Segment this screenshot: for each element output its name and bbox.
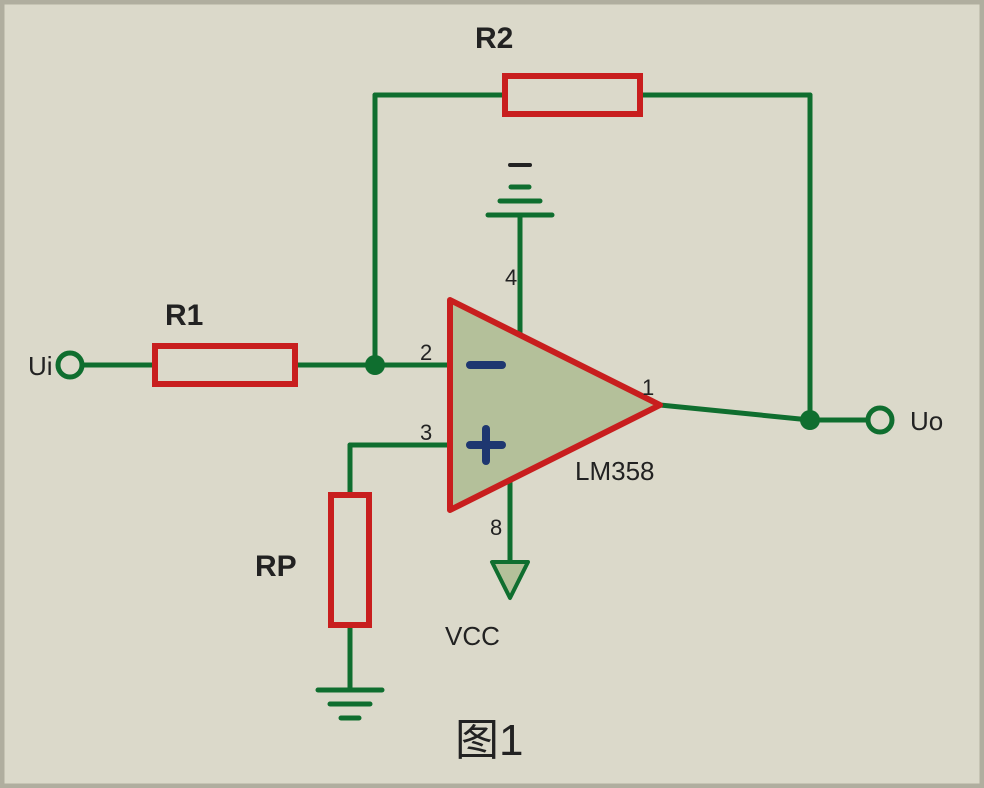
- label-caption: 图1: [455, 716, 523, 765]
- label-vcc: VCC: [445, 621, 500, 651]
- label-ui: Ui: [28, 351, 53, 381]
- circuit-diagram: Ui Uo R1 R2 RP LM358 VCC 1 2 3 4 8 图1: [0, 0, 984, 788]
- label-r1: R1: [165, 299, 203, 332]
- label-lm358: LM358: [575, 456, 655, 486]
- label-pin8: 8: [490, 515, 502, 540]
- label-pin4: 4: [505, 265, 517, 290]
- resistor-r2: [505, 76, 640, 114]
- junction-inv: [365, 355, 385, 375]
- label-pin3: 3: [420, 420, 432, 445]
- resistor-rp: [331, 495, 369, 625]
- label-rp: RP: [255, 550, 297, 583]
- junction-out: [800, 410, 820, 430]
- terminal-ui: [58, 353, 82, 377]
- resistor-r1: [155, 346, 295, 384]
- label-uo: Uo: [910, 406, 943, 436]
- terminal-uo: [868, 408, 892, 432]
- label-pin2: 2: [420, 340, 432, 365]
- label-r2: R2: [475, 22, 513, 55]
- label-pin1: 1: [642, 375, 654, 400]
